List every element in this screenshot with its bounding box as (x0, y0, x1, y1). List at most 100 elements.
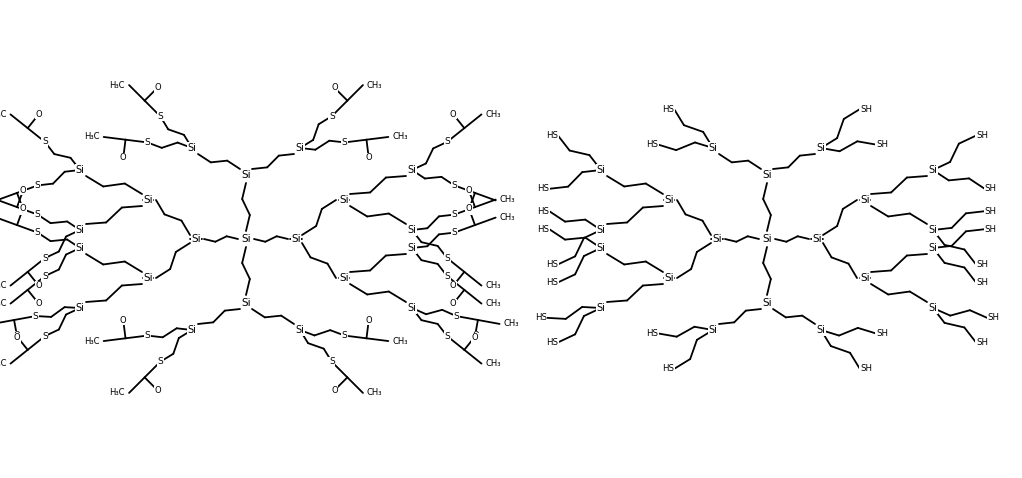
Text: Si: Si (762, 234, 772, 244)
Text: SH: SH (984, 225, 996, 234)
Text: S: S (157, 112, 164, 120)
Text: S: S (329, 358, 334, 366)
Text: O: O (366, 316, 372, 325)
Text: Si: Si (76, 243, 85, 253)
Text: Si: Si (408, 225, 416, 235)
Text: Si: Si (929, 225, 937, 235)
Text: HS: HS (646, 140, 658, 149)
Text: S: S (329, 112, 334, 120)
Text: Si: Si (712, 234, 722, 244)
Text: S: S (35, 181, 41, 190)
Text: O: O (471, 333, 478, 342)
Text: O: O (450, 282, 457, 291)
Text: Si: Si (597, 243, 605, 253)
Text: CH₃: CH₃ (504, 319, 519, 328)
Text: Si: Si (812, 234, 822, 244)
Text: Si: Si (861, 195, 870, 205)
Text: Si: Si (188, 143, 196, 153)
Text: O: O (465, 204, 472, 213)
Text: O: O (450, 109, 457, 119)
Text: SH: SH (984, 206, 996, 216)
Text: Si: Si (76, 303, 85, 313)
Text: SH: SH (976, 338, 988, 347)
Text: S: S (445, 137, 450, 146)
Text: Si: Si (664, 273, 673, 283)
Text: SH: SH (987, 314, 1000, 322)
Text: Si: Si (408, 303, 416, 313)
Text: CH₃: CH₃ (367, 81, 382, 89)
Text: Si: Si (762, 298, 772, 308)
Text: Si: Si (817, 325, 826, 335)
Text: H₃C: H₃C (84, 132, 100, 141)
Text: HS: HS (662, 105, 675, 114)
Text: H₃C: H₃C (0, 299, 6, 308)
Text: O: O (120, 316, 127, 325)
Text: H₃C: H₃C (84, 337, 100, 346)
Text: Si: Si (861, 273, 870, 283)
Text: CH₃: CH₃ (500, 213, 515, 222)
Text: Si: Si (929, 303, 937, 313)
Text: Si: Si (291, 234, 300, 244)
Text: S: S (445, 254, 450, 262)
Text: S: S (341, 331, 347, 340)
Text: H₃C: H₃C (109, 81, 125, 89)
Text: S: S (445, 332, 450, 341)
Text: H₃C: H₃C (0, 359, 6, 368)
Text: CH₃: CH₃ (392, 337, 408, 346)
Text: Si: Si (241, 234, 250, 244)
Text: Si: Si (295, 325, 305, 335)
Text: S: S (452, 181, 457, 190)
Text: HS: HS (538, 206, 549, 216)
Text: Si: Si (191, 234, 200, 244)
Text: CH₃: CH₃ (485, 281, 501, 290)
Text: S: S (452, 228, 457, 237)
Text: HS: HS (546, 278, 558, 287)
Text: O: O (36, 282, 42, 291)
Text: Si: Si (817, 143, 826, 153)
Text: SH: SH (860, 364, 872, 373)
Text: O: O (366, 153, 372, 162)
Text: SH: SH (976, 260, 988, 269)
Text: O: O (331, 386, 338, 395)
Text: Si: Si (708, 143, 717, 153)
Text: S: S (144, 138, 150, 147)
Text: HS: HS (538, 185, 549, 193)
Text: HS: HS (646, 329, 658, 338)
Text: Si: Si (295, 143, 305, 153)
Text: S: S (35, 210, 41, 219)
Text: H₃C: H₃C (109, 389, 125, 397)
Text: S: S (341, 138, 347, 147)
Text: S: S (42, 254, 48, 262)
Text: S: S (42, 332, 48, 341)
Text: S: S (445, 272, 450, 281)
Text: O: O (450, 299, 457, 308)
Text: O: O (331, 83, 338, 92)
Text: O: O (19, 206, 27, 214)
Text: CH₃: CH₃ (367, 389, 382, 397)
Text: SH: SH (976, 131, 988, 140)
Text: S: S (157, 358, 164, 366)
Text: O: O (154, 83, 160, 92)
Text: O: O (19, 185, 27, 195)
Text: Si: Si (339, 273, 349, 283)
Text: Si: Si (76, 225, 85, 235)
Text: H₃C: H₃C (0, 110, 6, 119)
Text: Si: Si (597, 225, 605, 235)
Text: Si: Si (929, 165, 937, 175)
Text: Si: Si (241, 170, 250, 180)
Text: S: S (35, 228, 41, 237)
Text: Si: Si (143, 273, 153, 283)
Text: O: O (36, 109, 42, 119)
Text: CH₃: CH₃ (500, 196, 515, 205)
Text: HS: HS (546, 338, 558, 347)
Text: SH: SH (860, 105, 872, 114)
Text: Si: Si (664, 195, 673, 205)
Text: SH: SH (876, 140, 888, 149)
Text: S: S (454, 312, 459, 321)
Text: O: O (154, 386, 160, 395)
Text: Si: Si (762, 170, 772, 180)
Text: CH₃: CH₃ (485, 359, 501, 368)
Text: CH₃: CH₃ (485, 110, 501, 119)
Text: O: O (14, 333, 20, 342)
Text: O: O (472, 331, 479, 340)
